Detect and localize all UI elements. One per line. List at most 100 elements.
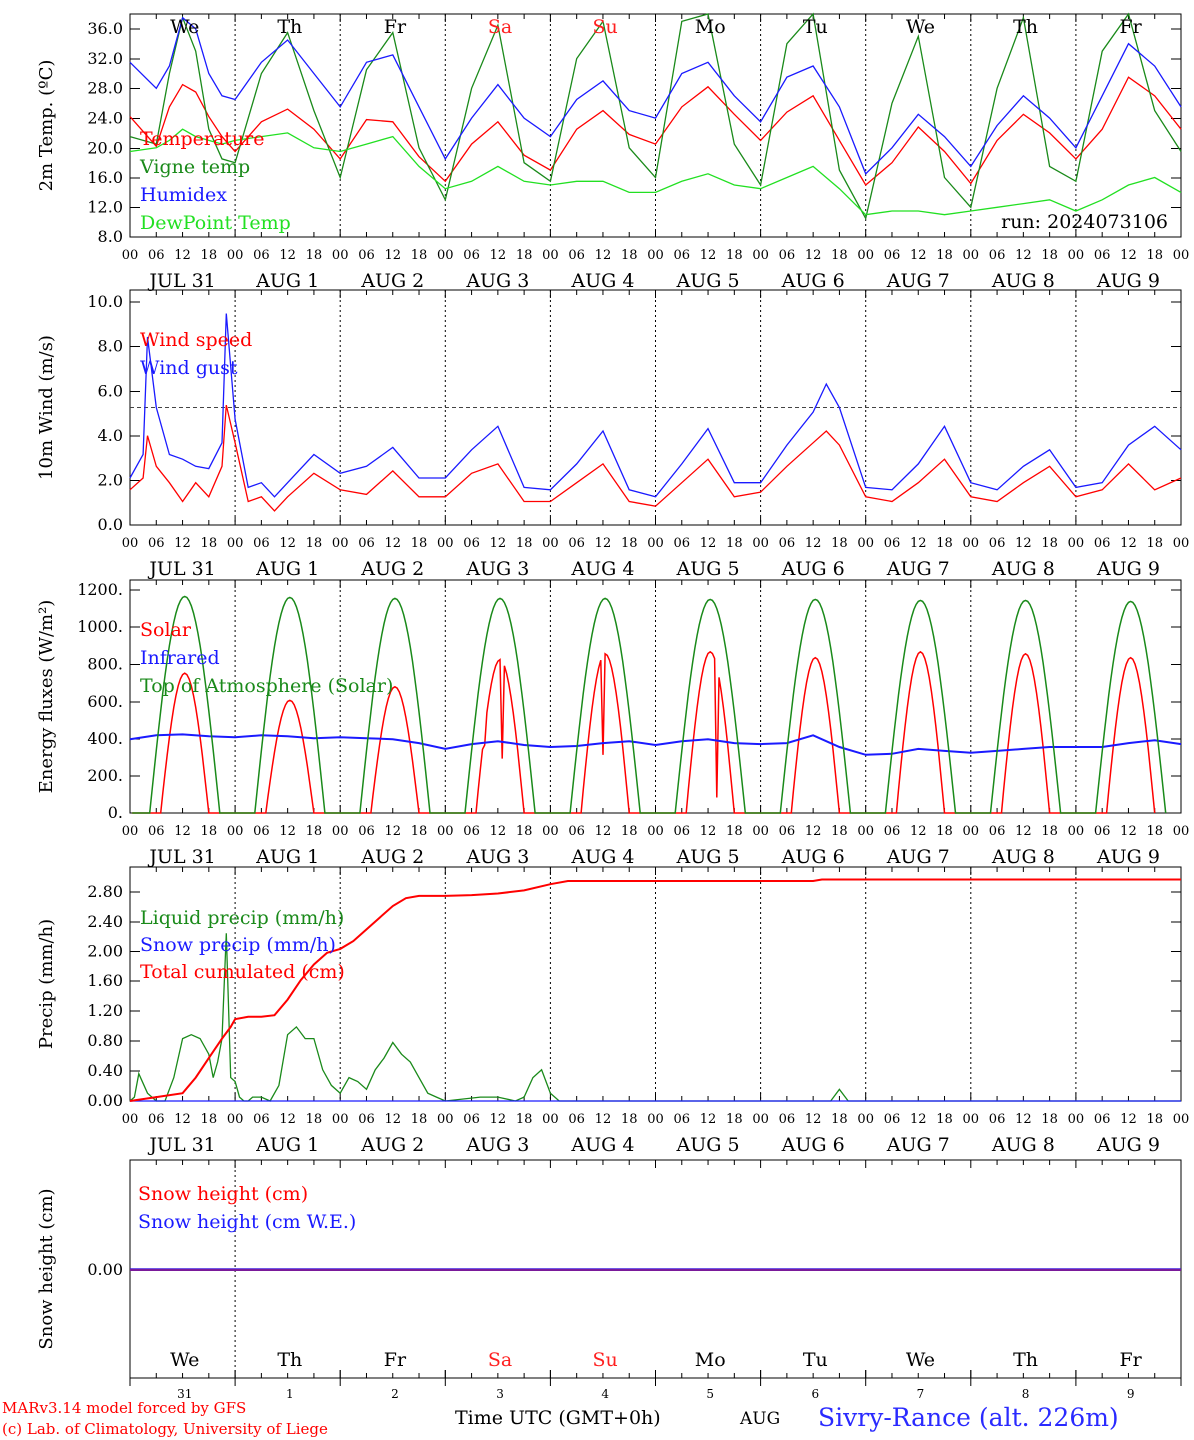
date-label: AUG 7 <box>886 846 950 868</box>
hour-tick-label: 12 <box>595 536 612 551</box>
hour-tick-label: 12 <box>384 824 401 839</box>
hour-tick-label: 12 <box>700 824 717 839</box>
date-label: AUG 7 <box>886 1134 950 1156</box>
y-tick-label: 1.60 <box>87 971 123 990</box>
hour-tick-label: 18 <box>1041 824 1058 839</box>
y-tick-label: 0.0 <box>98 515 123 534</box>
series-line <box>132 595 1167 814</box>
date-label: AUG 2 <box>360 270 424 292</box>
hour-tick-label: 06 <box>568 248 585 263</box>
date-label: JUL 31 <box>147 270 215 292</box>
panel-1: 8.0 12.0 16.0 20.0 24.0 28.0 32.0 36.0 2m Temp. … <box>36 12 1189 292</box>
hour-tick-label: 12 <box>1120 536 1137 551</box>
day-number-label: 1 <box>286 1387 294 1401</box>
panel-4: 0.00 0.40 0.80 1.20 1.60 2.00 2.40 2.80 Precip (… <box>36 866 1190 1156</box>
y-tick-label: 2.80 <box>87 882 123 901</box>
hour-tick-label: 18 <box>411 824 428 839</box>
date-label: AUG 8 <box>991 270 1055 292</box>
hour-tick-label: 00 <box>647 536 664 551</box>
hour-tick-label: 06 <box>463 248 480 263</box>
legend-label: Infrared <box>140 647 220 669</box>
weekday-label: Tu <box>803 1349 828 1371</box>
legend-label: Vigne temp <box>139 156 250 178</box>
hour-tick-label: 12 <box>805 1112 822 1127</box>
weekday-label: Sa <box>488 1349 512 1371</box>
date-label: AUG 9 <box>1096 558 1160 580</box>
y-tick-label: 20.0 <box>87 139 123 158</box>
date-label: AUG 6 <box>781 846 845 868</box>
hour-tick-label: 00 <box>437 1112 454 1127</box>
weekday-label: Fr <box>1120 1349 1143 1371</box>
legend-label: Total cumulated (cm) <box>140 961 345 983</box>
hour-tick-label: 18 <box>516 1112 533 1127</box>
day-number-label: 2 <box>391 1387 399 1401</box>
legend-label: Top of Atmosphere (Solar) <box>140 675 393 697</box>
y-tick-label: 2.00 <box>87 942 123 961</box>
y-tick-label: 1000. <box>77 617 123 636</box>
weekday-label: Th <box>277 1349 302 1371</box>
weekday-label: Fr <box>384 1349 407 1371</box>
hour-tick-label: 12 <box>490 536 507 551</box>
day-number-label: 4 <box>601 1387 609 1401</box>
hour-tick-label: 06 <box>253 1112 270 1127</box>
hour-tick-label: 18 <box>936 1112 953 1127</box>
date-label: AUG 4 <box>570 846 634 868</box>
series-line <box>129 76 1182 186</box>
y-tick-label: 0.80 <box>87 1031 123 1050</box>
y-tick-label: 8.0 <box>98 227 123 246</box>
date-label: AUG 1 <box>255 1134 319 1156</box>
date-label: AUG 8 <box>991 846 1055 868</box>
hour-tick-label: 00 <box>1173 1112 1190 1127</box>
hour-tick-label: 00 <box>963 824 980 839</box>
hour-tick-label: 12 <box>174 1112 191 1127</box>
date-label: AUG 3 <box>465 1134 529 1156</box>
hour-tick-label: 12 <box>490 824 507 839</box>
hour-tick-label: 06 <box>148 1112 165 1127</box>
hour-tick-label: 18 <box>201 824 218 839</box>
hour-tick-label: 06 <box>884 1112 901 1127</box>
hour-tick-label: 18 <box>201 248 218 263</box>
hour-tick-label: 18 <box>726 1112 743 1127</box>
hour-tick-label: 00 <box>647 248 664 263</box>
hour-tick-label: 18 <box>726 824 743 839</box>
hour-tick-label: 12 <box>1120 1112 1137 1127</box>
date-label: AUG 4 <box>570 270 634 292</box>
day-number-label: 5 <box>706 1387 714 1401</box>
hour-tick-label: 00 <box>542 536 559 551</box>
hour-tick-label: 00 <box>752 248 769 263</box>
hour-tick-label: 18 <box>516 536 533 551</box>
hour-tick-label: 00 <box>647 824 664 839</box>
hour-tick-label: 18 <box>411 536 428 551</box>
date-label: AUG 4 <box>570 558 634 580</box>
hour-tick-label: 18 <box>726 248 743 263</box>
panel-2: 0.0 2.0 4.0 6.0 8.0 10.0 10m Wind (m/s) 00 06 12 1… <box>36 289 1189 580</box>
weekday-label: We <box>170 16 199 38</box>
series-line <box>129 933 1181 1102</box>
weekday-label: Fr <box>384 16 407 38</box>
hour-tick-label: 06 <box>463 536 480 551</box>
hour-tick-label: 12 <box>595 1112 612 1127</box>
y-tick-label: 4.0 <box>98 426 123 445</box>
y-axis-label: Precip (mm/h) <box>36 919 57 1049</box>
hour-tick-label: 00 <box>857 248 874 263</box>
hour-tick-label: 00 <box>752 824 769 839</box>
legend-label: Liquid precip (mm/h) <box>140 907 344 929</box>
weekday-label: We <box>906 1349 935 1371</box>
date-label: AUG 2 <box>360 846 424 868</box>
hour-tick-label: 06 <box>1094 248 1111 263</box>
hour-tick-label: 06 <box>463 1112 480 1127</box>
weekday-label: Su <box>593 1349 618 1371</box>
hour-tick-label: 12 <box>805 536 822 551</box>
weekday-label: Th <box>1013 1349 1038 1371</box>
hour-tick-label: 18 <box>1146 536 1163 551</box>
y-tick-label: 24.0 <box>87 109 123 128</box>
series-line <box>129 128 1182 216</box>
hour-tick-label: 18 <box>831 536 848 551</box>
hour-tick-label: 12 <box>700 248 717 263</box>
y-tick-label: 2.0 <box>98 471 123 490</box>
day-number-label: 9 <box>1127 1387 1135 1401</box>
hour-tick-label: 00 <box>332 536 349 551</box>
hour-tick-label: 06 <box>1094 824 1111 839</box>
hour-tick-label: 12 <box>174 248 191 263</box>
date-label: JUL 31 <box>147 1134 215 1156</box>
